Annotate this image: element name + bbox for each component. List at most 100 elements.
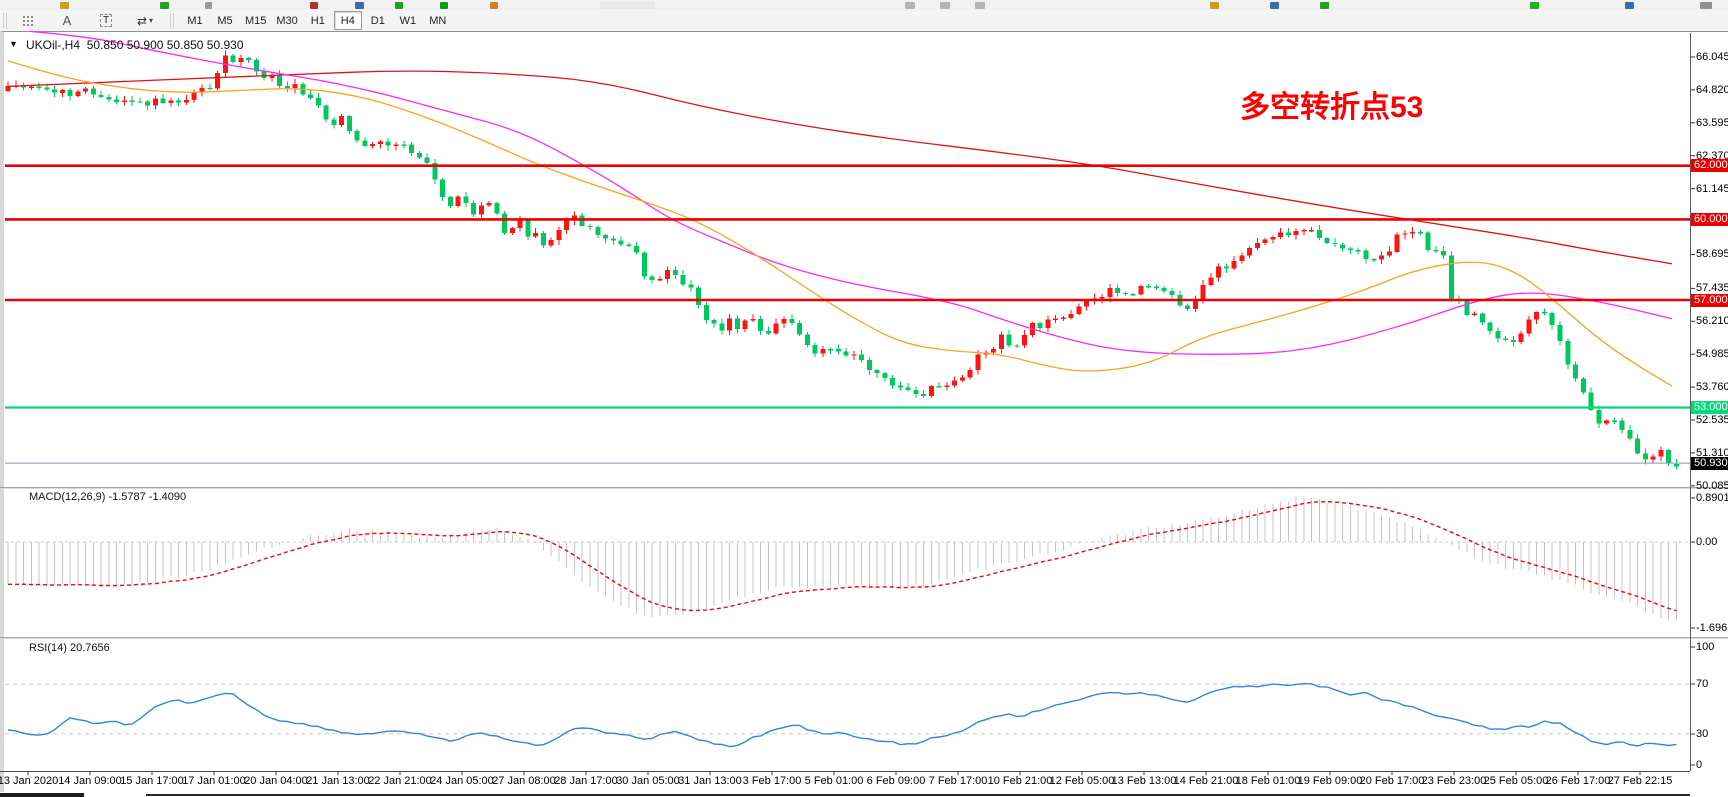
toolbar-icon-fragment: [1320, 2, 1329, 9]
indicator-tick-label: 70: [1696, 678, 1709, 690]
timeframe-button-d1[interactable]: D1: [370, 14, 385, 27]
time-tick-label: 31 Jan 13:00: [678, 775, 742, 787]
toolbar-icon-fragment: [1270, 2, 1279, 9]
price-tick-label: 57.435: [1696, 282, 1728, 294]
price-tick-label: 61.145: [1696, 183, 1728, 195]
time-tick-label: 13 Feb 13:00: [1111, 775, 1177, 787]
time-tick-label: 5 Feb 01:00: [804, 775, 864, 787]
timeframe-button-m15[interactable]: M15: [245, 14, 267, 27]
toolbar-icon-fragment: [1210, 2, 1219, 9]
time-tick-label: 14 Feb 21:00: [1173, 775, 1239, 787]
toolbar-grip[interactable]: [3, 12, 9, 29]
toolbar-icon-fragment: [160, 2, 169, 9]
time-tick-label: 6 Feb 09:00: [866, 775, 926, 787]
timeframe-button-h4[interactable]: H4: [333, 11, 362, 30]
dotted-grid-button[interactable]: [14, 11, 42, 30]
time-axis: [0, 771, 1690, 772]
scrollbar-thumb[interactable]: [0, 793, 84, 797]
symbol-period: UKOil-,H4: [26, 38, 81, 52]
toolbar-icon-fragment: [1700, 2, 1712, 9]
text-label-icon: A: [62, 13, 72, 28]
rsi-indicator-label: RSI(14) 20.7656: [29, 642, 110, 654]
price-tick-label: 66.045: [1696, 51, 1728, 63]
timeframe-button-m5[interactable]: M5: [217, 14, 233, 27]
time-tick-label: 15 Jan 17:00: [120, 775, 184, 787]
price-tick-label: 54.985: [1696, 348, 1728, 360]
time-tick-label: 27 Jan 08:00: [492, 775, 556, 787]
time-tick-label: 13 Jan 2020: [0, 775, 59, 787]
time-tick-label: 3 Feb 17:00: [742, 775, 802, 787]
timeframe-button-m30[interactable]: M30: [276, 14, 298, 27]
ma-fast-orange: [7, 60, 1673, 387]
time-tick-label: 26 Feb 17:00: [1545, 775, 1611, 787]
price-tick-label: 52.535: [1696, 414, 1728, 426]
timeframe-group: M1 M5 M15 M30 H1 H4 D1 W1 MN: [180, 11, 453, 30]
panel-separator[interactable]: [0, 637, 1728, 639]
price-tick-label: 58.695: [1696, 248, 1728, 260]
candles-layer: [5, 50, 1679, 470]
level-price-label: 60.000: [1691, 213, 1728, 226]
timeframe-button-w1[interactable]: W1: [399, 14, 417, 27]
indicator-tick-label: -1.6963: [1696, 622, 1728, 634]
level-price-label: 62.000: [1691, 159, 1728, 172]
level-price-label: 57.000: [1691, 294, 1728, 307]
chart-annotation-text: 多空转折点53: [1240, 91, 1424, 124]
price-tick-label: 50.085: [1696, 480, 1728, 492]
toolbar-icon-fragment: [1530, 2, 1539, 9]
cursor-tools-icon: ⇄: [136, 13, 148, 28]
chart-scrollbar: [0, 792, 1728, 797]
price-tick-label: 64.820: [1696, 84, 1728, 96]
time-tick-label: 23 Feb 23:00: [1421, 775, 1487, 787]
price-tick-label: 63.595: [1696, 117, 1728, 129]
time-tick-label: 30 Jan 05:00: [616, 775, 680, 787]
rsi-line: [7, 682, 1677, 748]
chevron-down-icon: ▾: [149, 16, 154, 25]
toolbar-icon-fragment: [395, 2, 403, 9]
text-label-button[interactable]: A: [53, 11, 81, 30]
cursor-tools-button[interactable]: ⇄ ▾: [131, 11, 159, 30]
time-tick-label: 17 Jan 01:00: [182, 775, 246, 787]
price-tick-label: 56.210: [1696, 315, 1728, 327]
toolbar-icon-fragment: [600, 2, 655, 9]
timeframe-button-m1[interactable]: M1: [187, 14, 203, 27]
chart-title[interactable]: UKOil-,H4 50.850 50.900 50.850 50.930: [26, 38, 244, 52]
time-tick-label: 12 Feb 05:00: [1049, 775, 1115, 787]
toolbar-grip[interactable]: [170, 12, 176, 29]
toolbar-icon-fragment: [355, 2, 364, 9]
symbol-dropdown-icon[interactable]: ▼: [9, 39, 18, 49]
chart-window: [0, 31, 1728, 797]
toolbar-icon-fragment: [975, 2, 985, 9]
ohlc-quotes: 50.850 50.900 50.850 50.930: [86, 38, 244, 52]
time-tick-label: 21 Jan 13:00: [306, 775, 370, 787]
time-tick-label: 18 Feb 01:00: [1235, 775, 1301, 787]
time-tick-label: 10 Feb 21:00: [987, 775, 1053, 787]
timeframe-button-h1[interactable]: H1: [310, 14, 325, 27]
text-box-icon: T: [99, 14, 113, 27]
scrollbar-track: [146, 794, 1690, 796]
text-box-button[interactable]: T: [92, 11, 120, 30]
time-tick-label: 28 Jan 17:00: [554, 775, 618, 787]
current-price-label: 50.930: [1691, 457, 1728, 470]
time-tick-label: 20 Feb 17:00: [1359, 775, 1425, 787]
dotted-grid-icon: [23, 15, 33, 26]
toolbar-icon-fragment: [440, 2, 448, 9]
toolbar-icon-fragment: [940, 2, 950, 9]
time-tick-label: 14 Jan 09:00: [58, 775, 122, 787]
indicator-tick-label: 30: [1696, 728, 1709, 740]
macd-histogram: [7, 496, 1677, 621]
ma-slow-red: [7, 70, 1673, 265]
price-scale-axis: [1690, 33, 1691, 771]
macd-signal-line: [7, 500, 1677, 612]
panel-separator[interactable]: [0, 487, 1728, 489]
time-tick-label: 22 Jan 21:00: [368, 775, 432, 787]
price-tick-label: 51.310: [1696, 447, 1728, 459]
indicator-tick-label: 0: [1696, 759, 1703, 771]
macd-indicator-label: MACD(12,26,9) -1.5787 -1.4090: [29, 491, 187, 503]
timeframe-button-mn[interactable]: MN: [429, 14, 447, 27]
indicator-tick-label: 100: [1696, 641, 1715, 653]
time-tick-label: 7 Feb 17:00: [928, 775, 988, 787]
time-tick-label: 19 Feb 09:00: [1297, 775, 1363, 787]
indicator-tick-label: 0.8901: [1696, 492, 1728, 504]
level-price-label: 53.000: [1691, 401, 1728, 414]
